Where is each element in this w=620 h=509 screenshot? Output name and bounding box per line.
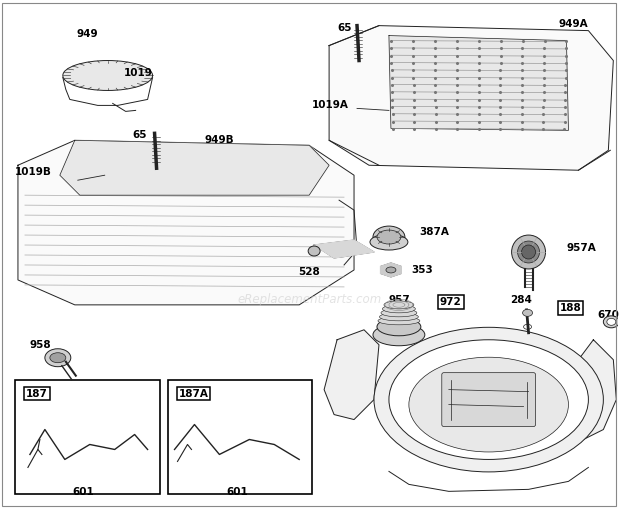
Polygon shape bbox=[314, 240, 374, 258]
Polygon shape bbox=[18, 140, 354, 305]
Ellipse shape bbox=[523, 309, 533, 316]
Text: 387A: 387A bbox=[419, 227, 449, 237]
Ellipse shape bbox=[373, 324, 425, 346]
Text: 188: 188 bbox=[560, 303, 582, 313]
Text: 949A: 949A bbox=[559, 19, 588, 29]
Ellipse shape bbox=[518, 241, 539, 263]
Ellipse shape bbox=[607, 318, 616, 325]
Ellipse shape bbox=[45, 349, 71, 366]
Text: 1019B: 1019B bbox=[15, 167, 52, 177]
Text: eReplacementParts.com: eReplacementParts.com bbox=[237, 293, 381, 306]
Ellipse shape bbox=[308, 246, 320, 256]
Text: 957A: 957A bbox=[567, 243, 596, 253]
FancyBboxPatch shape bbox=[15, 380, 159, 494]
Text: 601: 601 bbox=[226, 487, 248, 497]
Polygon shape bbox=[381, 263, 401, 277]
Text: 187A: 187A bbox=[179, 388, 208, 399]
Polygon shape bbox=[329, 25, 613, 170]
Text: 949B: 949B bbox=[205, 135, 234, 146]
Polygon shape bbox=[389, 36, 569, 130]
Text: 957: 957 bbox=[388, 295, 410, 305]
Ellipse shape bbox=[512, 235, 546, 269]
Polygon shape bbox=[60, 140, 329, 195]
Text: 187: 187 bbox=[26, 388, 48, 399]
Text: 353: 353 bbox=[411, 265, 433, 275]
Ellipse shape bbox=[389, 340, 588, 460]
Text: 1019A: 1019A bbox=[312, 100, 349, 110]
Ellipse shape bbox=[384, 301, 414, 309]
Ellipse shape bbox=[409, 357, 569, 452]
Polygon shape bbox=[564, 340, 616, 439]
Polygon shape bbox=[324, 330, 379, 419]
Text: 284: 284 bbox=[510, 295, 531, 305]
Ellipse shape bbox=[373, 226, 405, 248]
Ellipse shape bbox=[386, 267, 396, 273]
Ellipse shape bbox=[370, 234, 408, 250]
Ellipse shape bbox=[63, 61, 153, 91]
Ellipse shape bbox=[378, 317, 420, 325]
FancyBboxPatch shape bbox=[167, 380, 312, 494]
Text: 65: 65 bbox=[338, 22, 352, 33]
Text: 601: 601 bbox=[72, 487, 94, 497]
FancyBboxPatch shape bbox=[442, 373, 536, 427]
Ellipse shape bbox=[377, 230, 401, 244]
Ellipse shape bbox=[521, 245, 536, 259]
Text: 528: 528 bbox=[298, 267, 320, 277]
Text: 958: 958 bbox=[30, 340, 51, 350]
Ellipse shape bbox=[603, 316, 619, 328]
Ellipse shape bbox=[374, 327, 603, 472]
Ellipse shape bbox=[381, 309, 417, 317]
Text: 1019: 1019 bbox=[123, 69, 153, 78]
Ellipse shape bbox=[377, 318, 421, 336]
Ellipse shape bbox=[379, 313, 419, 321]
Text: 972: 972 bbox=[440, 297, 462, 307]
Ellipse shape bbox=[50, 353, 66, 363]
Text: 65: 65 bbox=[133, 130, 147, 140]
Text: 949: 949 bbox=[77, 29, 99, 39]
Text: 670: 670 bbox=[598, 310, 619, 320]
Ellipse shape bbox=[383, 305, 415, 313]
